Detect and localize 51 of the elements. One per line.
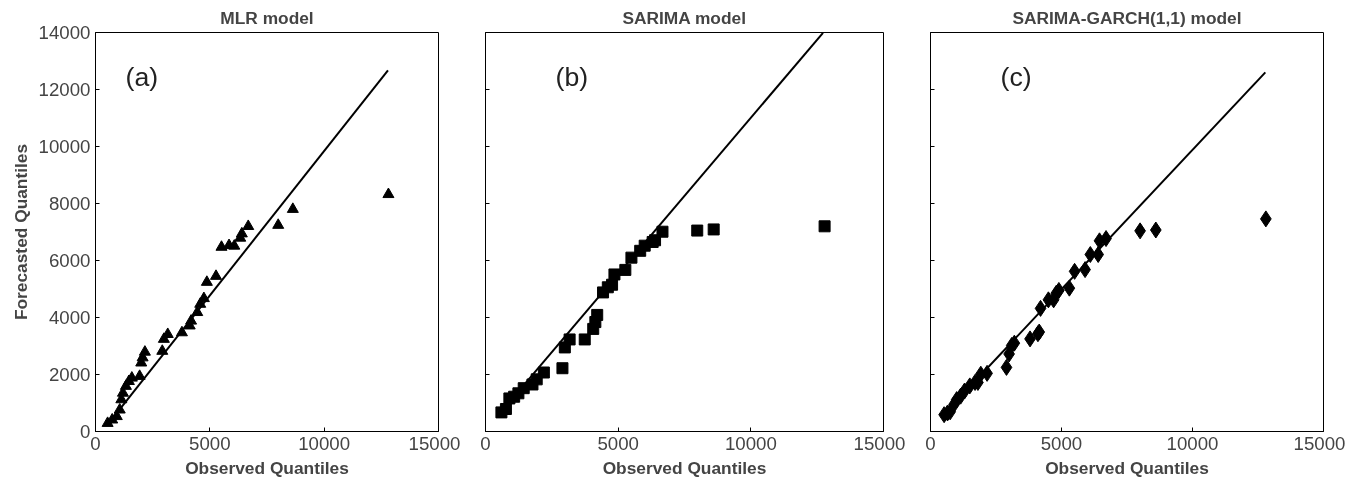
x-tick-label: 0	[925, 432, 936, 454]
point	[608, 268, 621, 281]
x-tick-label: 10000	[724, 432, 777, 454]
chart-title: MLR model	[220, 7, 314, 28]
x-tick-label: 10000	[298, 432, 351, 454]
y-axis-title: Forecasted Quantiles	[10, 143, 31, 321]
y-tick-label: 4000	[49, 307, 91, 328]
annotation: (c)	[1000, 61, 1032, 92]
x-tick-label: 5000	[1040, 432, 1083, 454]
x-tick-label: 15000	[408, 432, 461, 454]
x-axis-title: Observed Quantiles	[185, 457, 349, 478]
x-tick-label: 10000	[1166, 432, 1219, 454]
point	[1149, 221, 1162, 239]
y-tick-label: 12000	[38, 79, 91, 100]
chart-title: SARIMA-GARCH(1,1) model	[1012, 7, 1242, 28]
point	[818, 220, 831, 233]
point	[578, 333, 591, 346]
y-tick-label: 14000	[38, 22, 91, 43]
point	[200, 275, 213, 286]
y-tick-label: 8000	[49, 193, 91, 214]
point	[242, 219, 255, 230]
point	[691, 224, 704, 237]
point	[228, 239, 241, 250]
point	[1000, 358, 1013, 376]
point	[156, 344, 169, 355]
x-axis-title: Observed Quantiles	[1045, 457, 1209, 478]
point	[382, 187, 395, 199]
point	[272, 218, 285, 229]
point	[138, 345, 151, 356]
point	[563, 333, 576, 346]
annotation: (a)	[125, 61, 159, 92]
point	[707, 223, 720, 236]
point	[537, 366, 550, 379]
point	[656, 225, 669, 238]
chart-title: SARIMA model	[622, 7, 746, 28]
point	[235, 226, 248, 238]
x-tick-label: 0	[480, 432, 491, 454]
point	[286, 202, 299, 213]
annotation: (b)	[555, 61, 589, 92]
x-tick-label: 15000	[853, 432, 906, 454]
x-tick-label: 5000	[597, 432, 639, 454]
point	[591, 308, 604, 321]
y-tick-label: 10000	[38, 136, 91, 157]
y-tick-label: 2000	[49, 364, 91, 385]
point	[1063, 279, 1076, 297]
point	[556, 362, 569, 375]
x-axis-title: Observed Quantiles	[602, 457, 767, 478]
x-tick-label: 5000	[189, 432, 231, 454]
y-tick-label: 6000	[49, 250, 91, 271]
x-tick-label: 15000	[1293, 432, 1346, 454]
point	[210, 269, 223, 280]
